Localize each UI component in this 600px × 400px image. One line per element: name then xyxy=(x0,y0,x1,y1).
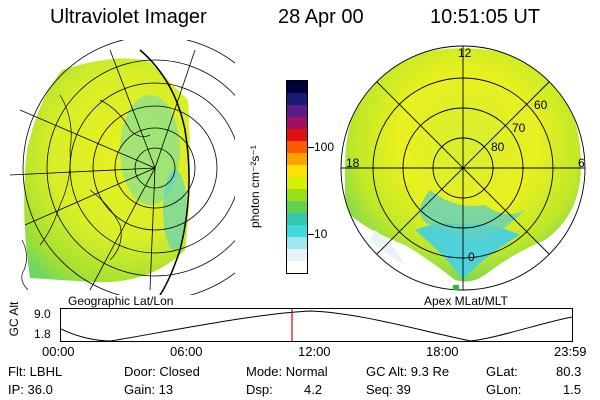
status-ip: IP: 36.0 xyxy=(8,382,53,397)
status-gain: Gain: 13 xyxy=(124,382,174,397)
time-label: 10:51:05 UT xyxy=(430,6,541,28)
colorbar-swatch xyxy=(287,201,307,214)
colorbar-label-100: 100 xyxy=(314,140,335,154)
status-filter: Flt: LBHL xyxy=(8,364,63,379)
mlt-label-12: 12 xyxy=(458,46,472,60)
timeline-ytick-high: 9.0 xyxy=(34,307,51,321)
status-gc-altitude: GC Alt: 9.3 Re xyxy=(366,364,450,379)
colorbar-tick-100 xyxy=(308,147,314,148)
status-dsp-label: Dsp: xyxy=(246,382,273,397)
polar-map xyxy=(340,45,586,291)
colorbar-swatch xyxy=(287,249,307,262)
mlat-label-60: 60 xyxy=(534,98,548,112)
status-glat-value: 80.3 xyxy=(556,364,582,379)
geographic-map-label: Geographic Lat/Lon xyxy=(68,294,174,308)
timeline-ytick-low: 1.8 xyxy=(34,327,51,341)
colorbar-swatch xyxy=(287,153,307,166)
mlt-label-0: 0 xyxy=(468,250,475,264)
colorbar-swatch xyxy=(287,81,307,94)
timeline-xtick-3: 18:00 xyxy=(426,344,459,359)
timeline-xtick-1: 06:00 xyxy=(170,344,203,359)
colorbar-swatch xyxy=(287,165,307,178)
mlt-label-18: 18 xyxy=(346,156,360,170)
status-seq: Seq: 39 xyxy=(366,382,411,397)
status-door: Door: Closed xyxy=(124,364,200,379)
colorbar-swatch xyxy=(287,213,307,226)
mlt-label-6: 6 xyxy=(578,156,585,170)
colorbar-swatch xyxy=(287,105,307,118)
colorbar-swatch xyxy=(287,189,307,202)
orbit-altitude-timeline xyxy=(60,308,573,342)
status-glon-label: GLon: xyxy=(486,382,522,397)
colorbar-swatch xyxy=(287,93,307,106)
status-glat-label: GLat: xyxy=(486,364,518,379)
colorbar-swatch xyxy=(287,117,307,130)
color-scale-bar xyxy=(286,80,308,274)
timeline-xtick-0: 00:00 xyxy=(42,344,75,359)
colorbar-tick-10 xyxy=(308,234,314,235)
status-glon-value: 1.5 xyxy=(563,382,582,397)
status-mode: Mode: Normal xyxy=(246,364,328,379)
colorbar-swatch xyxy=(287,225,307,238)
colorbar-label-10: 10 xyxy=(314,227,328,241)
timeline-xtick-4: 23:59 xyxy=(554,344,587,359)
colorbar-unit-label: photon cm⁻²s⁻¹ xyxy=(248,145,262,228)
colorbar-swatch xyxy=(287,237,307,250)
geographic-map xyxy=(9,40,235,295)
instrument-title: Ultraviolet Imager xyxy=(50,6,207,28)
polar-map-label: Apex MLat/MLT xyxy=(424,294,508,308)
colorbar-swatch xyxy=(287,141,307,154)
colorbar-swatch xyxy=(287,177,307,190)
colorbar-swatch xyxy=(287,261,307,273)
status-dsp-value: 4.2 xyxy=(304,382,323,397)
date-label: 28 Apr 00 xyxy=(278,6,364,28)
timeline-y-label: GC Alt xyxy=(7,301,21,337)
colorbar-swatch xyxy=(287,129,307,142)
mlat-label-70: 70 xyxy=(512,121,526,135)
mlat-label-80: 80 xyxy=(491,140,505,154)
timeline-xtick-2: 12:00 xyxy=(298,344,331,359)
